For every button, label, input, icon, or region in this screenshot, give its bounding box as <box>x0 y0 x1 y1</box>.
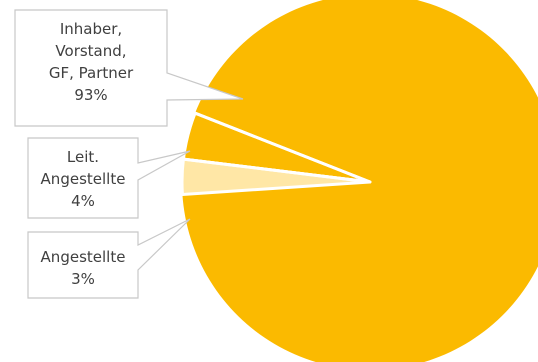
data-label-category: Inhaber, <box>60 20 122 38</box>
pie-slice-inhaber <box>182 0 538 362</box>
data-label-percent: 93% <box>74 86 107 104</box>
slice-separator <box>181 157 371 184</box>
callout-box <box>14 9 244 127</box>
callout-box <box>27 137 191 219</box>
data-label-category: Leit. <box>67 148 99 166</box>
callouts: Inhaber, Vorstand, GF, Partner 93% Leit. Ange… <box>14 9 244 299</box>
callout-inhaber: Inhaber, Vorstand, GF, Partner 93% <box>14 9 244 127</box>
pie-slices <box>180 0 538 362</box>
data-label-category: Vorstand, <box>55 42 126 60</box>
data-label-category: Angestellte <box>41 248 126 266</box>
callout-box <box>27 218 191 299</box>
callout-leit-angestellte: Leit. Angestellte 4% <box>27 137 191 219</box>
slice-separator <box>192 110 371 184</box>
data-label-percent: 4% <box>71 192 95 210</box>
data-label-category: GF, Partner <box>49 64 134 82</box>
data-label-percent: 3% <box>71 270 95 288</box>
callout-angestellte: Angestellte 3% <box>27 218 191 299</box>
data-label-category: Angestellte <box>41 170 126 188</box>
